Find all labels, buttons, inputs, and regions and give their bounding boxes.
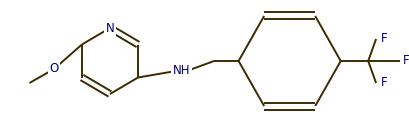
Text: N: N [106, 22, 115, 34]
Text: NH: NH [173, 64, 191, 76]
Text: O: O [49, 63, 58, 76]
Text: F: F [402, 54, 409, 68]
Text: F: F [381, 33, 388, 45]
Text: F: F [381, 76, 388, 90]
